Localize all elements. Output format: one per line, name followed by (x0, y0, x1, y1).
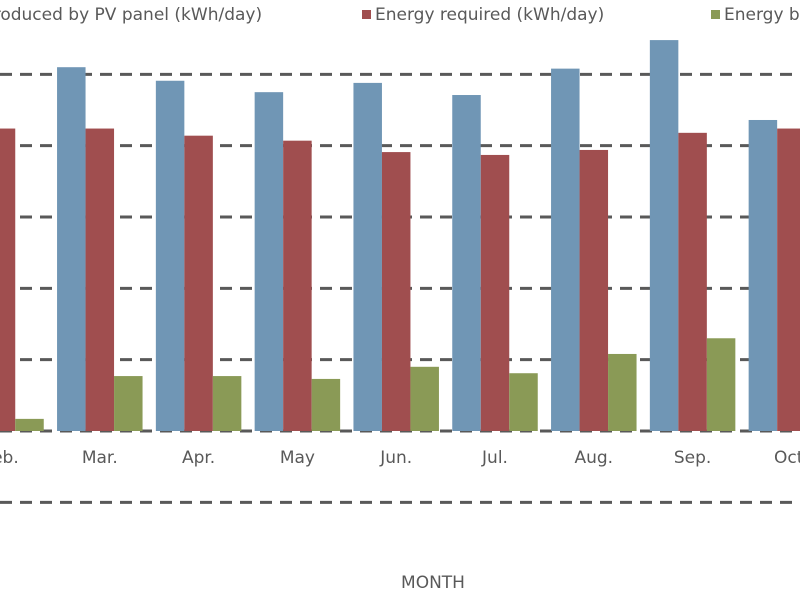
legend-label: Energy produced by PV panel (kWh/day) (0, 5, 262, 25)
bar (155, 80, 185, 432)
bar (509, 373, 538, 431)
x-axis-title: MONTH (401, 573, 465, 593)
bar (212, 376, 242, 431)
bar (608, 353, 637, 431)
bar (15, 418, 44, 431)
bar (706, 338, 736, 431)
bar (85, 128, 115, 431)
bar (254, 92, 284, 432)
bar (410, 366, 439, 431)
bar (579, 149, 609, 432)
bar (551, 68, 580, 432)
x-tick-label: Jun. (379, 448, 412, 468)
bar (184, 135, 213, 431)
bar (381, 152, 411, 431)
x-tick-label: Oct. (774, 448, 800, 468)
bar (283, 140, 312, 431)
x-tick-label: Feb. (0, 448, 19, 468)
x-tick-label: Jul. (481, 448, 508, 468)
bar (748, 119, 778, 431)
bar (678, 132, 707, 431)
x-tick-label: Mar. (82, 448, 118, 468)
bar (480, 154, 510, 431)
legend-marker (362, 10, 371, 19)
bar (649, 40, 679, 432)
bar (353, 82, 382, 431)
bar (777, 128, 800, 431)
bar (0, 128, 16, 431)
x-tick-label: Sep. (674, 448, 711, 468)
x-tick-label: Apr. (182, 448, 215, 468)
bar (57, 67, 86, 431)
bar (114, 376, 143, 431)
bar (452, 95, 481, 432)
x-tick-label: Aug. (574, 448, 613, 468)
x-tick-label: May (280, 448, 315, 468)
legend-label: Energy required (kWh/day) (375, 5, 604, 25)
bar (311, 378, 341, 431)
legend-label: Energy balance (kWh/day) (724, 5, 800, 25)
legend-marker (711, 10, 720, 19)
